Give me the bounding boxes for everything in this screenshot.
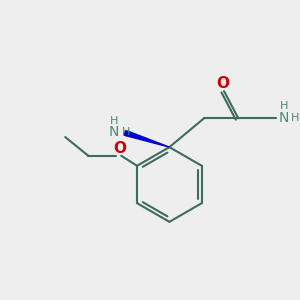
Polygon shape [124,130,169,147]
Text: N: N [109,125,119,139]
Text: N: N [279,111,289,125]
Text: H: H [110,116,118,126]
Text: H: H [122,127,130,137]
Text: O: O [113,141,126,156]
Text: O: O [216,76,229,91]
Text: H: H [280,101,288,111]
Text: H: H [290,113,299,123]
